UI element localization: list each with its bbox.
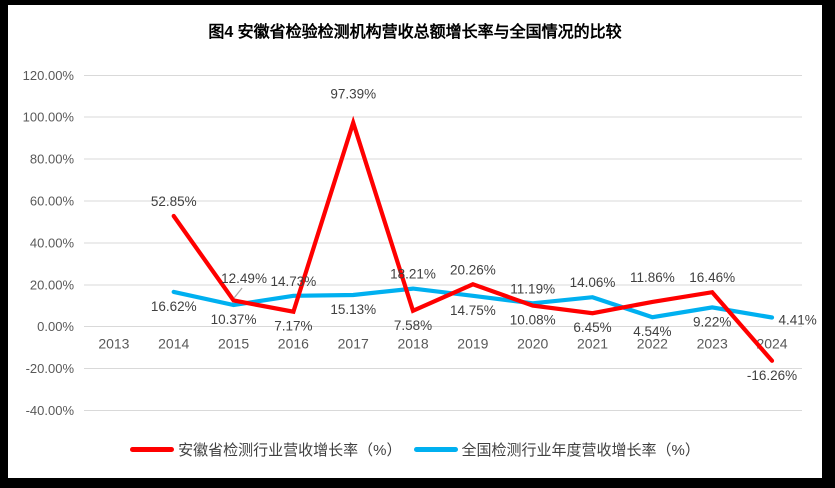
y-axis-tick-label: 20.00% (30, 277, 75, 292)
y-axis-tick-label: 80.00% (30, 152, 75, 167)
data-label: 18.21% (390, 267, 436, 282)
legend: 安徽省检测行业营收增长率（%） 全国检测行业年度营收增长率（%） (8, 439, 822, 460)
data-label: 10.37% (211, 312, 257, 327)
legend-item-anhui: 安徽省检测行业营收增长率（%） (130, 439, 402, 460)
data-label: 7.58% (394, 318, 432, 333)
x-axis-tick-label: 2021 (577, 336, 608, 352)
data-label: 11.86% (630, 270, 675, 285)
anhui-line-swatch (130, 447, 175, 452)
x-axis-tick-label: 2024 (756, 336, 787, 352)
legend-item-national: 全国检测行业年度营收增长率（%） (413, 439, 700, 460)
national-line-swatch (413, 447, 458, 452)
data-label: 7.17% (274, 319, 312, 334)
data-label: 6.45% (573, 320, 611, 335)
data-label: 12.49% (221, 271, 267, 286)
y-axis-tick-label: 100.00% (23, 110, 75, 125)
data-label: 14.73% (270, 274, 316, 289)
data-label: 97.39% (330, 87, 376, 102)
x-axis-tick-label: 2016 (278, 336, 309, 352)
chart-plot-area: 120.00% 100.00% 80.00% 60.00% 40.00% 20.00% 0.… (23, 68, 817, 418)
data-label: 14.06% (570, 275, 616, 290)
x-axis-tick-label: 2018 (397, 336, 428, 352)
x-axis-tick-label: 2022 (637, 336, 668, 352)
y-axis-tick-label: -40.00% (26, 403, 75, 418)
data-label: 16.62% (151, 299, 197, 314)
y-axis-tick-label: 120.00% (23, 68, 75, 83)
data-label: -16.26% (747, 368, 797, 383)
x-axis-tick-label: 2019 (457, 336, 488, 352)
legend-label-national: 全国检测行业年度营收增长率（%） (461, 442, 700, 459)
x-axis-tick-label: 2014 (158, 336, 189, 352)
data-label: 20.26% (450, 262, 496, 277)
data-label: 14.75% (450, 303, 496, 318)
data-label: 4.54% (633, 324, 671, 339)
y-axis-tick-label: 60.00% (30, 194, 75, 209)
chart-title: 图4 安徽省检验检测机构营收总额增长率与全国情况的比较 (208, 24, 622, 41)
national-series-line (171, 286, 775, 320)
y-axis-tick-label: 0.00% (37, 319, 74, 334)
data-label: 11.19% (510, 281, 555, 296)
y-axis-tick-label: 40.00% (30, 235, 75, 250)
anhui-series-line (171, 115, 775, 363)
data-label: 4.41% (779, 312, 817, 327)
x-axis-tick-label: 2015 (218, 336, 249, 352)
x-axis-tick-label: 2023 (697, 336, 728, 352)
data-label: 52.85% (151, 194, 197, 209)
data-label: 10.08% (510, 313, 556, 328)
y-axis-tick-label: -20.00% (26, 361, 75, 376)
data-label: 9.22% (693, 314, 731, 329)
legend-label-anhui: 安徽省检测行业营收增长率（%） (178, 442, 402, 459)
x-axis-tick-label: 2013 (98, 336, 129, 352)
data-label-leader-line (233, 287, 243, 299)
x-axis-tick-label: 2020 (517, 336, 548, 352)
data-label: 15.13% (330, 302, 376, 317)
data-label: 16.46% (689, 270, 735, 285)
x-axis-tick-label: 2017 (338, 336, 369, 352)
